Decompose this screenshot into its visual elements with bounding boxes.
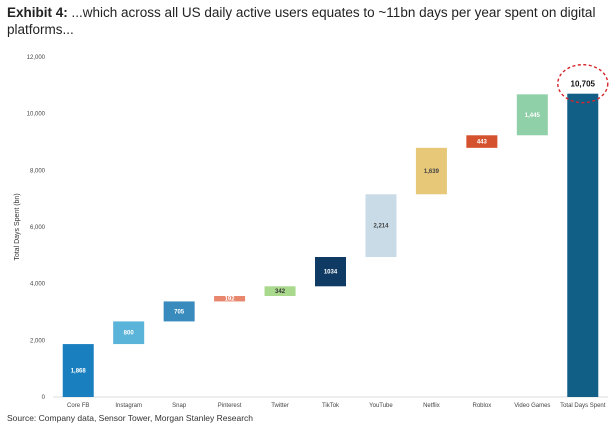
chart-title: Exhibit 4: ...which across all US daily … [7, 4, 607, 38]
category-label: Video Games [514, 403, 550, 409]
category-label: Instagram [115, 403, 142, 409]
category-label: Pinterest [218, 403, 242, 409]
highlight-circle [557, 63, 609, 104]
bar-0 [62, 344, 94, 397]
bar-value-label: 443 [477, 140, 488, 146]
category-label: Total Days Spent [560, 403, 606, 409]
y-tick-label: 10,000 [27, 112, 46, 118]
category-label: TikTok [322, 403, 340, 409]
category-label: Netflix [423, 403, 440, 409]
bar-value-label: 1,639 [424, 169, 440, 175]
y-axis-label: Total Days Spent (bn) [14, 193, 21, 260]
bar-value-label: 1,445 [525, 113, 541, 119]
y-tick-label: 2,000 [30, 338, 46, 344]
y-tick-label: 6,000 [30, 225, 46, 231]
category-label: Roblox [473, 403, 492, 409]
waterfall-chart: 0 2,000 4,000 6,000 8,000 10,000 12,000 Total D… [14, 55, 609, 409]
y-tick-label: 0 [42, 395, 46, 401]
bar-value-label: 192 [225, 297, 236, 303]
bar-1 [113, 321, 145, 345]
bar-7 [415, 147, 447, 195]
category-label: YouTube [369, 403, 393, 409]
category-label: Twitter [271, 403, 289, 409]
category-label: Snap [172, 403, 187, 409]
bar-value-label: 1,868 [71, 369, 87, 375]
bar-3 [214, 295, 246, 302]
bar-10 [567, 93, 599, 398]
exhibit-title-text: ...which across all US daily active user… [7, 5, 596, 37]
exhibit-label: Exhibit 4: [7, 5, 68, 20]
total-value-label: 10,705 [571, 80, 596, 89]
y-tick-label: 12,000 [27, 55, 46, 61]
bar-9 [516, 94, 548, 136]
category-label: Core FB [67, 403, 89, 409]
y-tick-label: 4,000 [30, 282, 46, 288]
bar-value-label: 342 [275, 289, 286, 295]
y-tick-label: 8,000 [30, 168, 46, 174]
bar-4 [264, 286, 296, 296]
bar-value-label: 2,214 [373, 224, 389, 230]
bar-value-label: 705 [174, 309, 185, 315]
bar-value-label: 1034 [324, 270, 338, 276]
bar-value-label: 800 [124, 331, 135, 337]
bar-2 [163, 301, 195, 322]
bar-5 [315, 257, 346, 287]
source-note: Source: Company data, Sensor Tower, Morg… [7, 413, 254, 423]
bar-8 [466, 135, 498, 148]
bar-6 [365, 194, 397, 258]
